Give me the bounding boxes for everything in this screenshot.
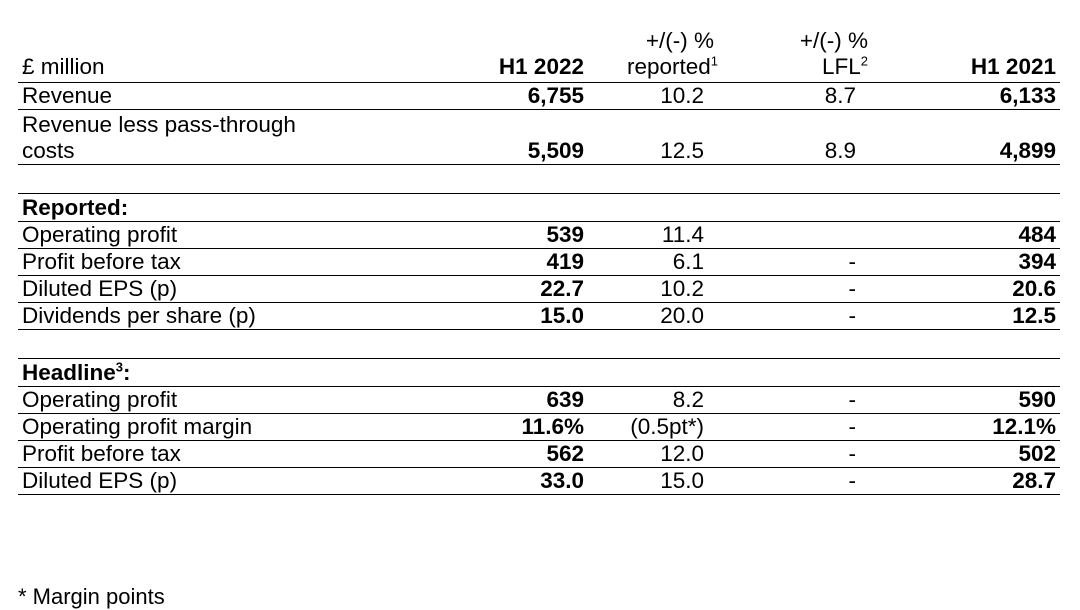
cell-h1-2022: 539 <box>388 221 588 249</box>
table-row: Operating profit 639 8.2-590 <box>18 386 1060 414</box>
table-row: Operating profit margin 11.6% (0.5pt*) -12.… <box>18 413 1060 441</box>
header-lfl-top: +/(-) % <box>799 28 868 53</box>
table-row: Diluted EPS (p) 33.0 15.0-28.7 <box>18 467 1060 495</box>
cell-lfl: - <box>748 248 898 276</box>
row-label: Revenue less pass-through costs <box>18 109 388 165</box>
cell-h1-2022: 5,509 <box>388 109 588 165</box>
cell-lfl: - <box>748 440 898 468</box>
cell-h1-2021: 20.6 <box>898 275 1060 303</box>
cell-h1-2021: 12.1% <box>898 413 1060 441</box>
section-title-headline: Headline3: <box>18 358 1060 387</box>
table-row: Revenue less pass-through costs 5,509 12… <box>18 109 1060 165</box>
header-reported-bottom: reported1 <box>626 53 718 79</box>
header-reported-change: +/(-) % reported1 <box>588 22 748 83</box>
row-label: Operating profit <box>18 221 388 249</box>
cell-reported: 12.0 <box>588 440 748 468</box>
cell-h1-2022: 562 <box>388 440 588 468</box>
table-row: Profit before tax 419 6.1-394 <box>18 248 1060 276</box>
row-label: Profit before tax <box>18 248 388 276</box>
cell-lfl: - <box>748 302 898 330</box>
cell-reported: (0.5pt*) <box>588 413 748 441</box>
header-currency-label: £ million <box>18 22 388 83</box>
table-row: Diluted EPS (p) 22.7 10.2-20.6 <box>18 275 1060 303</box>
row-label: Diluted EPS (p) <box>18 275 388 303</box>
cell-lfl: - <box>748 467 898 495</box>
table-row: Dividends per share (p) 15.0 20.0-12.5 <box>18 302 1060 330</box>
cell-reported: 8.2 <box>588 386 748 414</box>
cell-reported: 11.4 <box>588 221 748 249</box>
row-label-line1: Revenue less pass-through <box>22 112 296 137</box>
cell-lfl: - <box>748 275 898 303</box>
spacer-row <box>18 329 1060 359</box>
row-label: Operating profit margin <box>18 413 388 441</box>
table-row: Profit before tax 562 12.0-502 <box>18 440 1060 468</box>
headline-section-body: Operating profit 639 8.2-590 Operating prof… <box>18 386 1060 495</box>
footnote-marker-2: 2 <box>860 53 868 69</box>
cell-h1-2021: 28.7 <box>898 467 1060 495</box>
footnote-marker-3: 3 <box>115 359 124 375</box>
cell-h1-2022: 6,755 <box>388 82 588 110</box>
cell-lfl: - <box>748 413 898 441</box>
header-h1-2021: H1 2021 <box>898 22 1060 83</box>
reported-section-body: Operating profit 539 11.4 484 Profit before … <box>18 221 1060 330</box>
header-reported-top: +/(-) % <box>645 28 714 53</box>
cell-h1-2021: 6,133 <box>898 82 1060 110</box>
cell-h1-2021: 502 <box>898 440 1060 468</box>
section-title-row: Headline3: <box>18 358 1060 387</box>
cell-lfl: - <box>748 386 898 414</box>
row-label-line2: costs <box>22 138 75 163</box>
row-label: Dividends per share (p) <box>18 302 388 330</box>
cell-h1-2021: 12.5 <box>898 302 1060 330</box>
table-row: Operating profit 539 11.4 484 <box>18 221 1060 249</box>
header-lfl-change: +/(-) % LFL2 <box>748 22 898 83</box>
cell-reported: 15.0 <box>588 467 748 495</box>
cell-h1-2022: 11.6% <box>388 413 588 441</box>
cell-h1-2021: 590 <box>898 386 1060 414</box>
footnote-marker-1: 1 <box>710 53 718 69</box>
cell-h1-2021: 4,899 <box>898 109 1060 165</box>
row-label: Profit before tax <box>18 440 388 468</box>
cell-reported: 10.2 <box>588 275 748 303</box>
table-header-row: £ million H1 2022 +/(-) % reported1 +/(-… <box>18 22 1060 83</box>
cell-lfl: 8.9 <box>748 109 898 165</box>
cell-h1-2021: 394 <box>898 248 1060 276</box>
section-title-reported: Reported: <box>18 193 1060 222</box>
footnote: * Margin points <box>18 584 165 609</box>
table-row: Revenue 6,755 10.2 8.7 6,133 <box>18 82 1060 110</box>
cell-h1-2021: 484 <box>898 221 1060 249</box>
row-label: Revenue <box>18 82 388 110</box>
row-label: Operating profit <box>18 386 388 414</box>
header-lfl-bottom: LFL2 <box>821 53 868 79</box>
cell-reported: 6.1 <box>588 248 748 276</box>
cell-reported: 20.0 <box>588 302 748 330</box>
header-h1-2022: H1 2022 <box>388 22 588 83</box>
cell-reported: 12.5 <box>588 109 748 165</box>
section-title-row: Reported: <box>18 193 1060 222</box>
cell-h1-2022: 33.0 <box>388 467 588 495</box>
cell-h1-2022: 22.7 <box>388 275 588 303</box>
cell-h1-2022: 639 <box>388 386 588 414</box>
cell-lfl <box>748 221 898 249</box>
cell-h1-2022: 419 <box>388 248 588 276</box>
cell-h1-2022: 15.0 <box>388 302 588 330</box>
financial-summary-table: £ million H1 2022 +/(-) % reported1 +/(-… <box>18 22 1060 495</box>
cell-reported: 10.2 <box>588 82 748 110</box>
cell-lfl: 8.7 <box>748 82 898 110</box>
spacer-row <box>18 164 1060 194</box>
row-label: Diluted EPS (p) <box>18 467 388 495</box>
